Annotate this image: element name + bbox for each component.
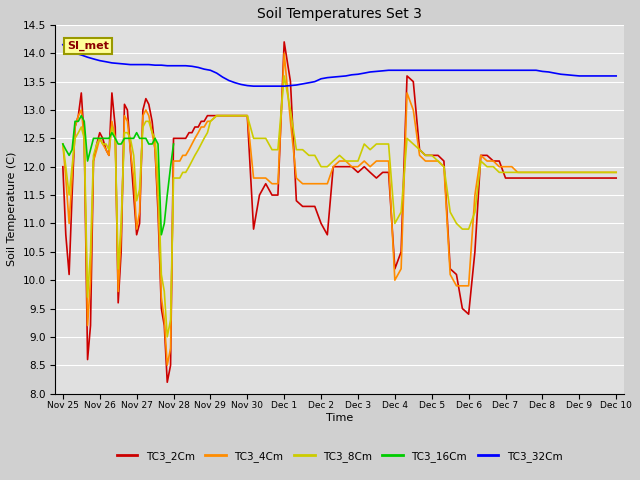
Title: Soil Temperatures Set 3: Soil Temperatures Set 3 — [257, 7, 422, 21]
Legend: TC3_2Cm, TC3_4Cm, TC3_8Cm, TC3_16Cm, TC3_32Cm: TC3_2Cm, TC3_4Cm, TC3_8Cm, TC3_16Cm, TC3… — [113, 447, 566, 466]
Text: SI_met: SI_met — [67, 41, 109, 51]
X-axis label: Time: Time — [326, 413, 353, 423]
Y-axis label: Soil Temperature (C): Soil Temperature (C) — [7, 152, 17, 266]
